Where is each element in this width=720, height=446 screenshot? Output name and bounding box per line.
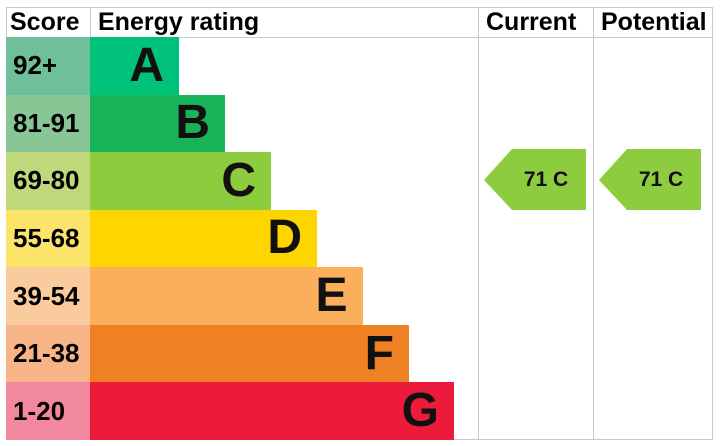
svg-text:71 C: 71 C <box>524 168 568 191</box>
svg-text:71 C: 71 C <box>639 168 683 191</box>
